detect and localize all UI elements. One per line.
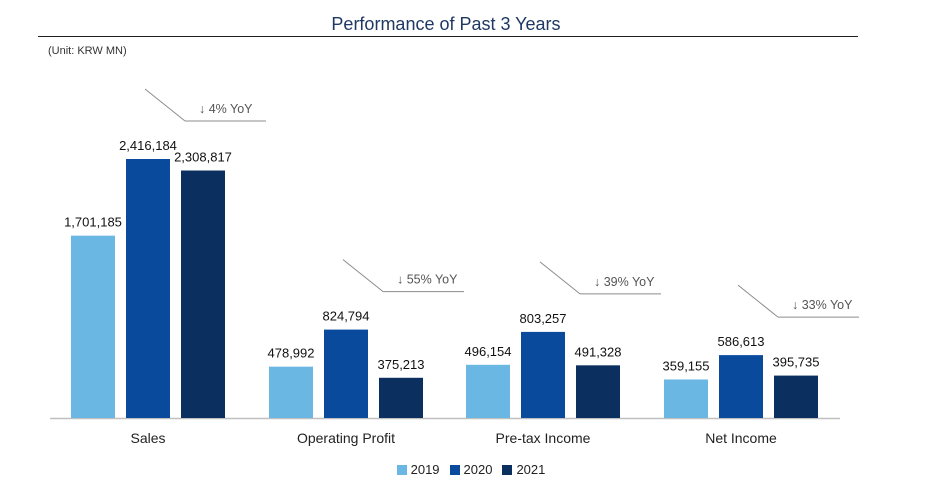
value-label-2019-1: 478,992 [268, 346, 315, 361]
value-label-2019-2: 496,154 [465, 344, 512, 359]
bar-2019-3 [664, 379, 708, 418]
legend-swatch-2020 [449, 464, 460, 475]
value-label-2020-3: 586,613 [718, 334, 765, 349]
legend-item-2020: 2020 [449, 462, 493, 477]
legend-label-2021: 2021 [516, 462, 546, 477]
yoy-label-2: ↓ 39% YoY [594, 275, 655, 289]
bar-2021-3 [774, 375, 818, 418]
yoy-pointer-diagonal-1 [342, 259, 384, 292]
title-divider [38, 36, 858, 37]
chart-title: Performance of Past 3 Years [331, 14, 561, 34]
yoy-label-1: ↓ 55% YoY [397, 273, 458, 287]
category-label-0: Sales [130, 430, 165, 446]
legend-swatch-2021 [502, 464, 513, 475]
yoy-pointer-diagonal-3 [737, 284, 779, 318]
legend-swatch-2019 [396, 464, 407, 475]
legend-item-2021: 2021 [502, 462, 545, 477]
yoy-label-3: ↓ 33% YoY [792, 298, 853, 312]
category-label-2: Pre-tax Income [496, 430, 591, 446]
value-label-2021-0: 2,308,817 [174, 150, 232, 165]
bar-2021-0 [181, 170, 225, 418]
yoy-label-0: ↓ 4% YoY [199, 102, 253, 116]
bar-2019-2 [466, 364, 510, 418]
bar-2021-1 [379, 377, 423, 418]
value-label-2019-0: 1,701,185 [64, 215, 122, 230]
legend-label-2020: 2020 [463, 462, 493, 477]
bar-2020-3 [719, 355, 763, 418]
bar-2019-1 [269, 366, 313, 418]
value-label-2020-2: 803,257 [520, 311, 567, 326]
bar-2020-1 [324, 329, 368, 418]
bar-2019-0 [71, 235, 115, 418]
value-label-2019-3: 359,155 [663, 359, 710, 374]
legend: 2019 2020 2021 [0, 462, 942, 477]
value-label-2021-2: 491,328 [575, 344, 622, 359]
value-label-2020-1: 824,794 [323, 309, 370, 324]
category-label-3: Net Income [705, 430, 777, 446]
bar-2020-0 [126, 159, 170, 418]
value-label-2021-3: 395,735 [773, 355, 820, 370]
value-label-2021-1: 375,213 [378, 357, 425, 372]
bar-2020-2 [521, 331, 565, 418]
legend-label-2019: 2019 [410, 462, 440, 477]
yoy-pointer-diagonal-2 [539, 261, 581, 295]
unit-note: (Unit: KRW MN) [48, 45, 127, 57]
yoy-pointer-diagonal-0 [144, 88, 186, 122]
category-label-1: Operating Profit [297, 430, 395, 446]
bar-2021-2 [576, 365, 620, 418]
legend-item-2019: 2019 [396, 462, 440, 477]
value-label-2020-0: 2,416,184 [119, 138, 177, 153]
